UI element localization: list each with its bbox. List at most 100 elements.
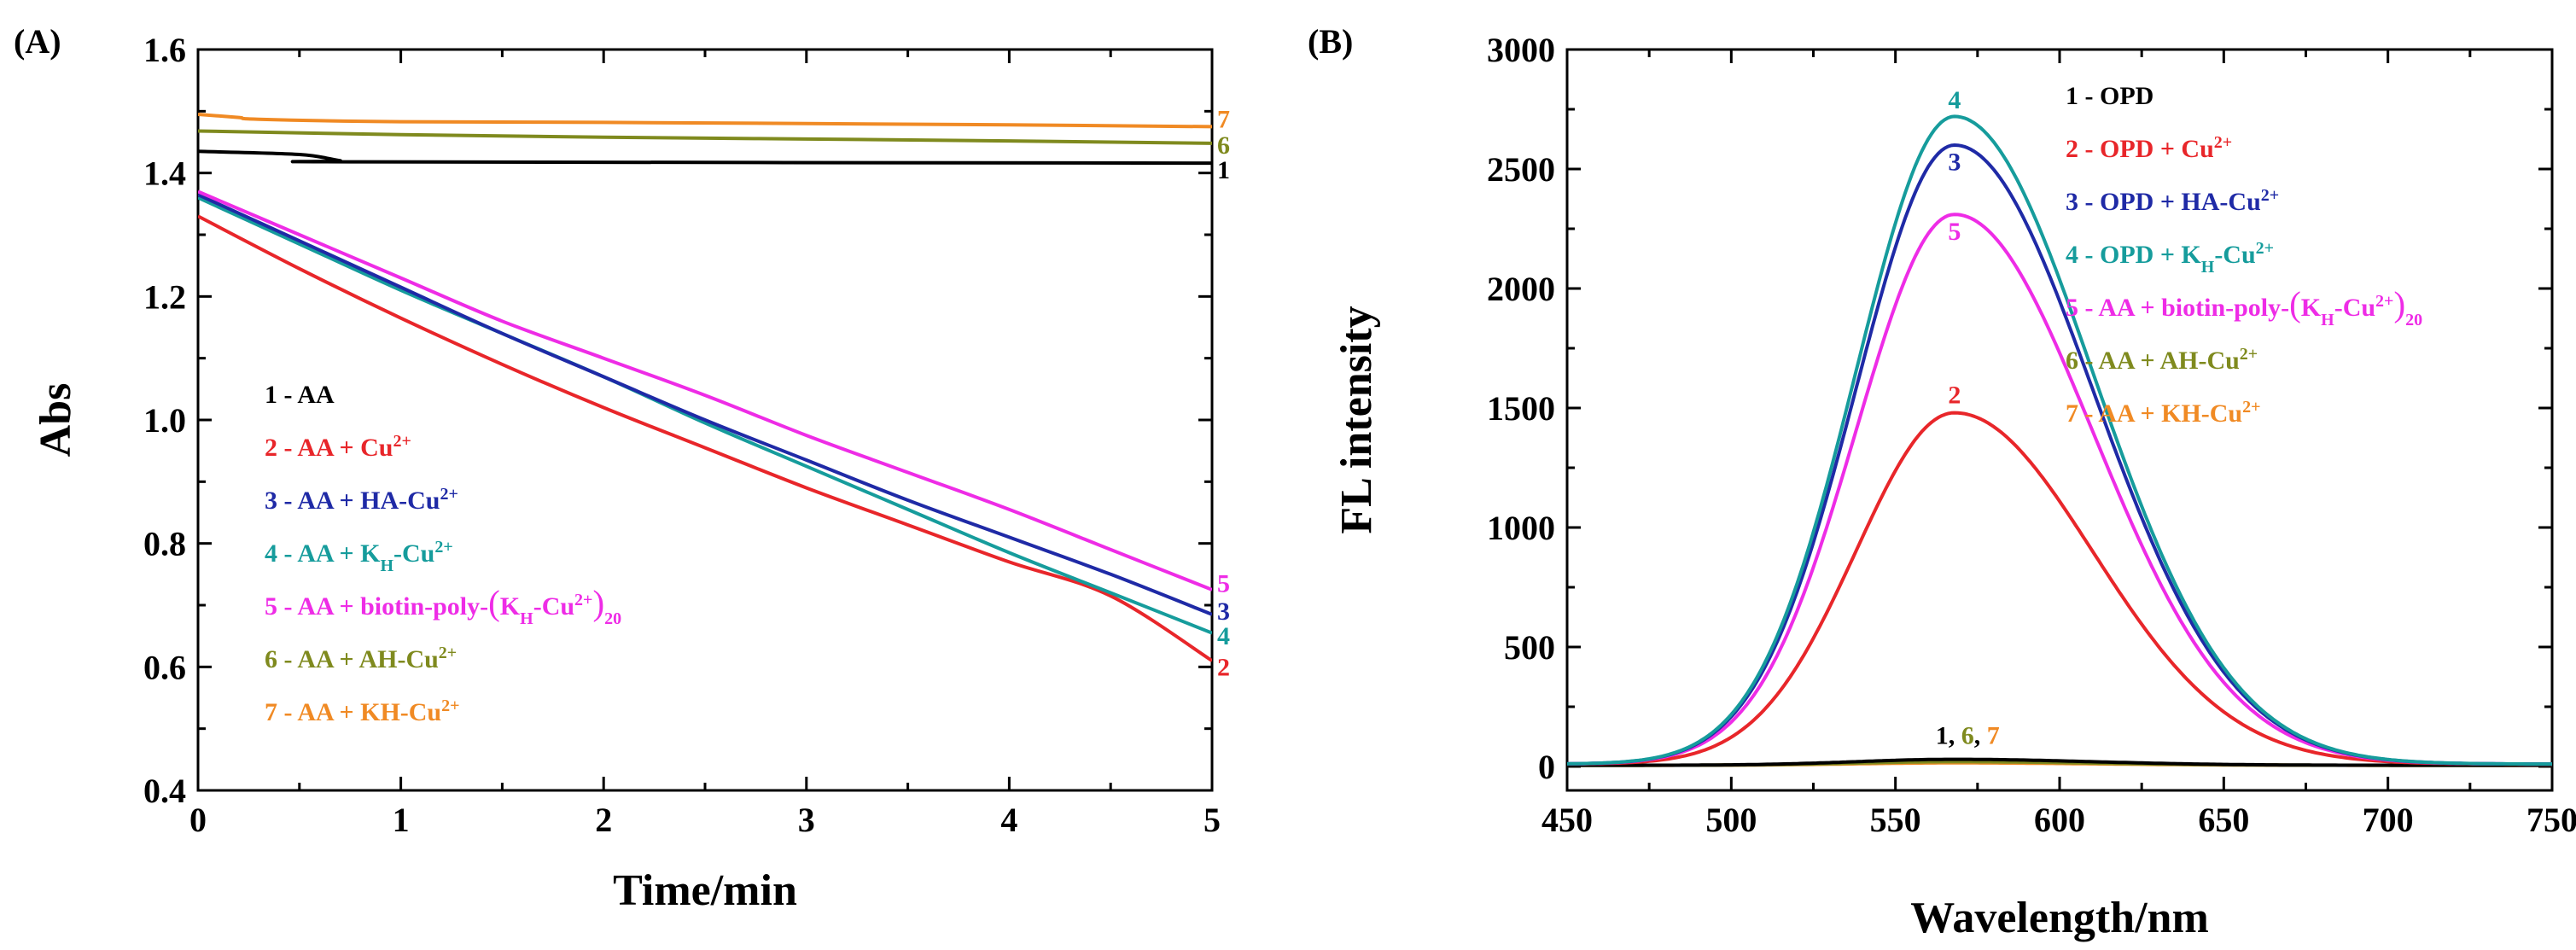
legend-entry-part: H <box>2321 311 2334 329</box>
legend-entry-part: 2 - AA + Cu <box>265 434 393 462</box>
legend-entry-part: ) <box>2393 284 2405 323</box>
legend-entry: 2 - OPD + Cu2+ <box>2066 133 2232 163</box>
legend-entry-part: 1 - OPD <box>2066 82 2153 110</box>
legend-entry-part: 7 - AA + KH-Cu <box>265 698 441 726</box>
y-axis-title: FL intensity <box>1332 306 1381 533</box>
plot-frame <box>1565 48 2554 792</box>
y-tick-label: 0.8 <box>143 525 186 563</box>
legend-entry-part: 3 - AA + HA-Cu <box>265 487 440 515</box>
legend-entry: 6 - AA + AH-Cu2+ <box>2066 345 2258 375</box>
curve-label-1: 1 <box>1217 156 1230 184</box>
series-group <box>198 113 1212 662</box>
x-tick-label: 4 <box>1000 801 1017 839</box>
curve-label-6: 6 <box>1217 131 1230 160</box>
legend-entry: 5 - AA + biotin-poly-(KH-Cu2+)20 <box>265 583 621 628</box>
x-tick-label: 700 <box>2363 801 2414 839</box>
legend-entry-part: 2+ <box>440 485 458 504</box>
x-tick-label: 600 <box>2034 801 2085 839</box>
legend-entry-part: 4 - OPD + K <box>2066 241 2201 269</box>
series-line-4 <box>198 195 1212 635</box>
legend-entry: 7 - AA + KH-Cu2+ <box>265 696 460 726</box>
x-tick-label: 5 <box>1203 801 1221 839</box>
legend-entry-part: ( <box>488 583 500 622</box>
legend-entry-part: 5 - AA + biotin-poly- <box>2066 294 2289 322</box>
legend-entry: 3 - OPD + HA-Cu2+ <box>2066 186 2279 216</box>
series-line-1 <box>198 149 1212 166</box>
y-tick-label: 500 <box>1504 628 1555 667</box>
legend-entry-part: 4 - AA + K <box>265 539 381 568</box>
legend-entry-part: 2+ <box>393 432 411 451</box>
legend-entry-part: 5 - AA + biotin-poly- <box>265 592 488 621</box>
legend-entry-part: -Cu <box>393 539 434 568</box>
panel-label: (A) <box>14 22 61 61</box>
baseline-label-part: , <box>1949 721 1961 749</box>
y-tick-label: 1.4 <box>143 154 186 193</box>
baseline-label-part: , <box>1974 721 1987 749</box>
x-axis-title: Wavelength/nm <box>1910 894 2209 942</box>
panel-a: (A)0 1 2 3 4 50.40.60.81.01.21.41.6Time/minAb… <box>14 22 1230 915</box>
peak-label-3: 3 <box>1948 149 1961 177</box>
legend-entry-part: ) <box>592 583 604 622</box>
legend-entry-part: H <box>2201 258 2215 277</box>
legend-entry-part: 2+ <box>2240 345 2258 364</box>
legend-entry-part: 2+ <box>441 696 459 715</box>
x-tick-label: 750 <box>2526 801 2576 839</box>
x-axis-title: Time/min <box>613 866 797 915</box>
legend-entry-part: 6 - AA + AH-Cu <box>265 645 439 673</box>
panel-b: (B) 450 500 550 600 650 700 750 0 500 1000 1500 2000… <box>1308 22 2576 942</box>
series-line-6 <box>198 129 1212 145</box>
series-line-3 <box>1567 143 2552 766</box>
peak-label-5: 5 <box>1948 218 1961 246</box>
panel-label: (B) <box>1308 22 1353 61</box>
legend-entry-part: 2+ <box>574 591 592 609</box>
legend-entry: 6 - AA + AH-Cu2+ <box>265 644 457 673</box>
y-tick-label: 1500 <box>1487 389 1555 428</box>
curve-label-5: 5 <box>1217 570 1230 598</box>
legend-entry-part: K <box>500 592 521 621</box>
legend-entry: 4 - OPD + KH-Cu2+ <box>2066 239 2274 277</box>
legend-entry: 3 - AA + HA-Cu2+ <box>265 485 458 515</box>
legend-entry-part: H <box>520 609 533 628</box>
curve-label-2: 2 <box>1217 653 1230 681</box>
x-tick-label: 550 <box>1870 801 1921 839</box>
legend-entry-part: 2+ <box>434 538 452 557</box>
legend-entry-part: 2+ <box>439 644 457 662</box>
curve-label-3: 3 <box>1217 597 1230 626</box>
legend-entry-part: 20 <box>2405 311 2422 329</box>
legend-entry-part: -Cu <box>2214 241 2255 269</box>
y-tick-label: 3000 <box>1487 31 1555 69</box>
x-tick-label: 450 <box>1542 801 1593 839</box>
x-tick-label: 650 <box>2198 801 2249 839</box>
baseline-label-part: 7 <box>1987 721 2000 749</box>
x-tick-label: 500 <box>1705 801 1757 839</box>
legend-entry: 2 - AA + Cu2+ <box>265 432 411 462</box>
y-tick-label: 1.2 <box>143 277 186 316</box>
baseline-label-part: 1 <box>1936 721 1949 749</box>
legend-entry-part: 2+ <box>2214 133 2232 152</box>
y-tick-label: 2500 <box>1487 150 1555 189</box>
legend-entry-part: -Cu <box>533 592 574 621</box>
legend-entry-part: ( <box>2289 284 2301 323</box>
series-line-3 <box>198 193 1212 616</box>
legend-entry-part: 2 - OPD + Cu <box>2066 135 2214 163</box>
legend-entry-part: H <box>380 557 393 575</box>
legend-entry: 4 - AA + KH-Cu2+ <box>265 538 453 575</box>
series-line-1 <box>1567 757 2552 767</box>
x-tick-label: 0 <box>189 801 207 839</box>
legend-entry-part: -Cu <box>2334 294 2375 322</box>
y-tick-label: 1.6 <box>143 31 186 69</box>
legend-entry: 5 - AA + biotin-poly-(KH-Cu2+)20 <box>2066 284 2422 329</box>
legend-entry-part: 1 - AA <box>265 381 335 409</box>
series-line-2 <box>1567 411 2552 766</box>
series-group <box>1567 114 2552 767</box>
y-tick-label: 0.6 <box>143 648 186 686</box>
legend-entry-part: 2+ <box>2261 186 2279 205</box>
x-tick-label: 1 <box>393 801 410 839</box>
series-line-5 <box>198 189 1212 592</box>
legend-entry-part: K <box>2301 294 2322 322</box>
peak-label-2: 2 <box>1948 382 1961 410</box>
legend-entry: 1 - AA <box>265 381 335 409</box>
y-tick-label: 2000 <box>1487 270 1555 308</box>
series-line-2 <box>198 214 1212 662</box>
curve-label-4: 4 <box>1217 622 1230 650</box>
